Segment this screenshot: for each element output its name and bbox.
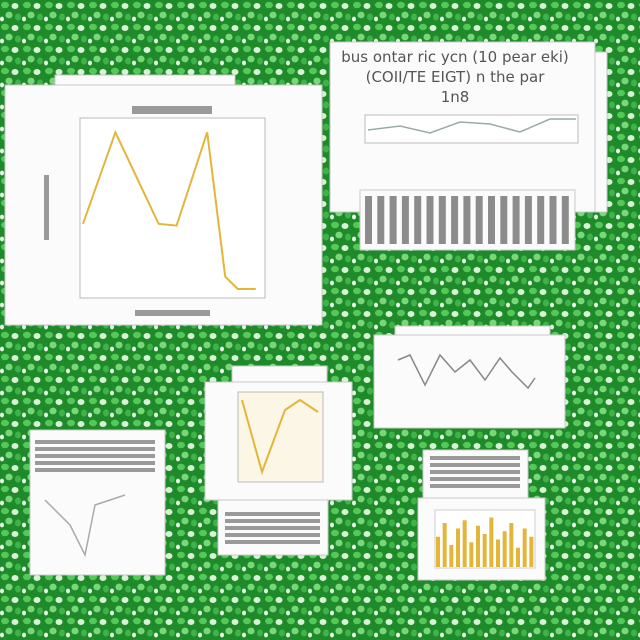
scribble [225, 512, 320, 516]
scribble [365, 196, 372, 244]
scribble [389, 196, 397, 244]
bar [449, 545, 454, 567]
scribble [35, 440, 155, 444]
bar [469, 542, 474, 567]
line [82, 129, 256, 290]
scribble [35, 447, 155, 451]
scribble [225, 519, 320, 523]
scribble [35, 454, 155, 458]
bar [436, 536, 440, 567]
bar [476, 525, 480, 567]
bar [482, 534, 487, 567]
mini-line [397, 353, 536, 390]
scribble [561, 196, 569, 244]
tab [231, 365, 328, 385]
card [373, 334, 566, 429]
bar [509, 523, 514, 567]
x-label-scribble [135, 310, 210, 316]
scribble [35, 468, 155, 472]
bars [436, 517, 534, 567]
scribble [524, 196, 532, 244]
bar [502, 531, 507, 567]
scribble [430, 456, 520, 460]
bar [529, 536, 534, 567]
table-lines [365, 196, 569, 244]
card [29, 429, 166, 576]
scribble [401, 196, 409, 244]
y-label-scribble [44, 175, 49, 240]
scribble [225, 540, 320, 544]
bar [522, 528, 527, 567]
scribble [549, 196, 557, 244]
scribble [426, 196, 434, 244]
scribble [500, 196, 508, 244]
card-title: bus ontar ric ycn (10 pear eki) (COII/TE… [341, 48, 569, 106]
scribble [35, 461, 155, 465]
bar [456, 528, 460, 567]
scribble [377, 196, 385, 244]
scribble [451, 196, 459, 244]
scribble [225, 533, 320, 537]
chart-title-scribble [132, 106, 212, 114]
scribble [430, 484, 520, 488]
scribble [488, 196, 495, 244]
mini-line [44, 494, 126, 558]
scribble [475, 196, 483, 244]
title-line: bus ontar ric ycn (10 pear eki) [341, 48, 569, 66]
plot-area [79, 117, 266, 299]
bar [516, 547, 520, 567]
scribble [537, 196, 545, 244]
scribble [414, 196, 422, 244]
title-line: (COII/TE EIGT) n the par [366, 68, 546, 86]
bar [462, 520, 467, 567]
scribble [430, 477, 520, 481]
bar [496, 539, 500, 567]
bar [489, 517, 494, 567]
mini-line [367, 118, 576, 134]
bar [442, 523, 447, 567]
title-line: 1n8 [441, 88, 470, 106]
scribble [430, 470, 520, 474]
scribble [438, 196, 446, 244]
scribble [512, 196, 520, 244]
mini-line [241, 398, 319, 476]
mini-chart [237, 391, 324, 483]
scribble [430, 463, 520, 467]
scribble [225, 526, 320, 530]
scribble [463, 196, 471, 244]
mini-chart [364, 114, 579, 144]
